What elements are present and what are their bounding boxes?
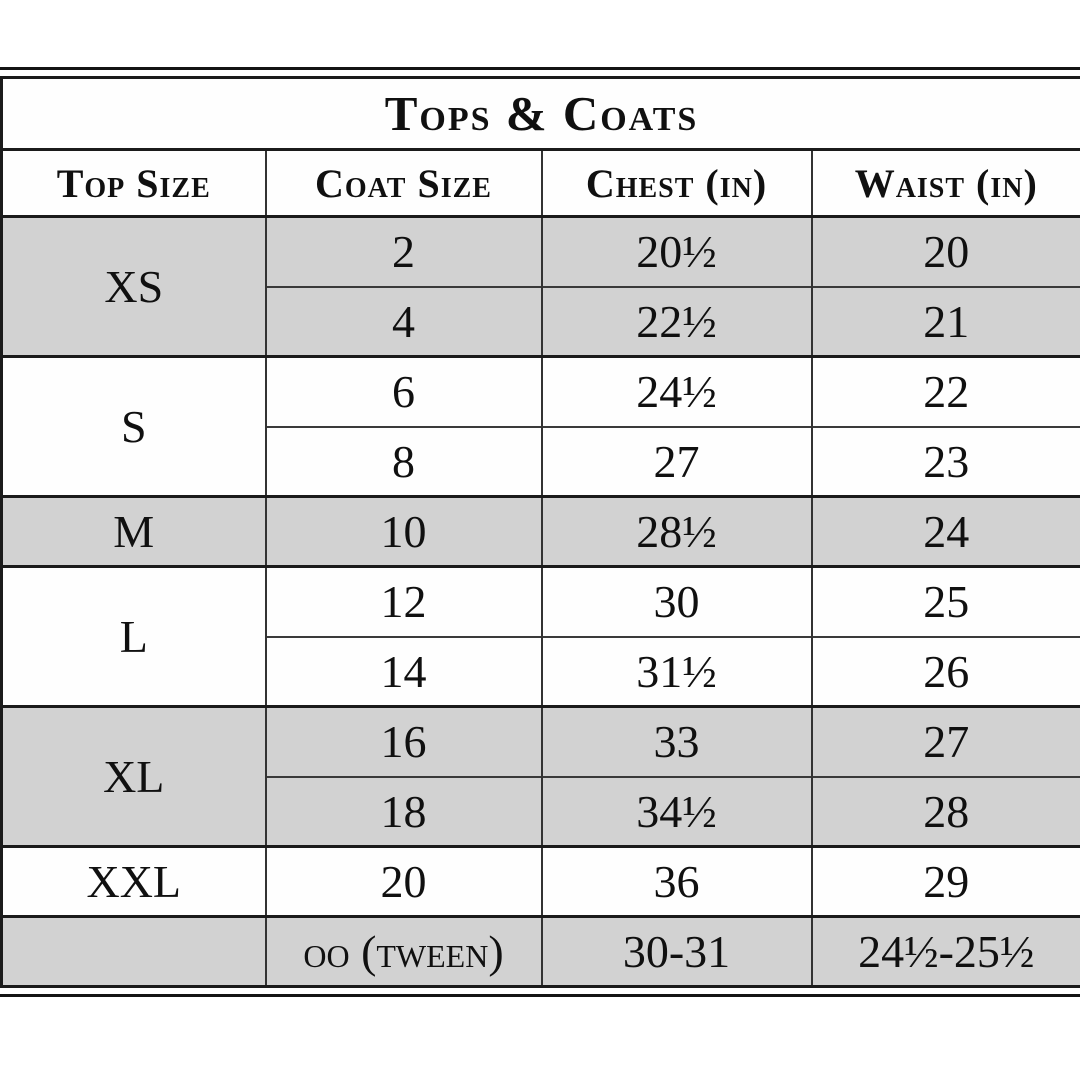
waist-cell: 29	[810, 845, 1080, 917]
title-row: Tops & Coats	[1, 77, 1080, 151]
top-size-cell: M	[0, 495, 267, 567]
top-double-rule	[0, 67, 1080, 70]
coat-size-cell: 4	[264, 285, 543, 357]
chest-cell: 27	[540, 425, 813, 497]
coat-size-cell: 20	[264, 845, 543, 917]
table-row: 8 27 23	[2, 425, 1080, 497]
chest-cell: 36	[540, 845, 813, 917]
coat-size-cell: 6	[264, 355, 543, 427]
table-row: XS 2 20½ 20	[0, 215, 1080, 357]
column-header-row: Top Size Coat Size Chest (in) Waist (in)	[0, 149, 1080, 217]
table-row: XXL 20 36 29	[0, 845, 1080, 917]
top-size-cell: XL	[0, 705, 267, 847]
table-row: oo (tween) 30-31 24½-25½	[0, 915, 1080, 987]
column-header-top-size: Top Size	[0, 149, 267, 217]
chest-cell: 33	[540, 705, 813, 777]
coat-size-cell: 8	[264, 425, 543, 497]
coat-size-cell: 14	[264, 635, 543, 707]
table-row: 18 34½ 28	[2, 775, 1080, 847]
size-chart-body: XS 2 20½ 20 4 22½ 21 S 6 24½ 22 8 27 23 M 10 28½ 24 L 12 30 2…	[0, 215, 1080, 987]
coat-size-cell: 18	[264, 775, 543, 847]
coat-size-cell: oo (tween)	[264, 915, 543, 987]
column-header-waist: Waist (in)	[810, 149, 1080, 217]
table-row: L 12 30 25	[0, 565, 1080, 707]
coat-size-cell: 2	[264, 215, 543, 287]
chest-cell: 20½	[540, 215, 813, 287]
table-row: XL 16 33 27	[0, 705, 1080, 847]
waist-cell: 24	[810, 495, 1080, 567]
table-row: 4 22½ 21	[2, 285, 1080, 357]
top-size-cell: XS	[0, 215, 267, 357]
top-size-cell: S	[0, 355, 267, 497]
top-size-cell: L	[0, 565, 267, 707]
coat-size-cell: 16	[264, 705, 543, 777]
table-title: Tops & Coats	[1, 77, 1080, 151]
waist-cell: 22	[810, 355, 1080, 427]
waist-cell: 23	[810, 425, 1080, 497]
bottom-double-rule	[0, 994, 1080, 997]
chest-cell: 28½	[540, 495, 813, 567]
table-row: M 10 28½ 24	[0, 495, 1080, 567]
column-header-coat-size: Coat Size	[264, 149, 543, 217]
waist-cell: 24½-25½	[810, 915, 1080, 987]
chest-cell: 30	[540, 565, 813, 637]
waist-cell: 21	[810, 285, 1080, 357]
waist-cell: 25	[810, 565, 1080, 637]
table-row: 14 31½ 26	[2, 635, 1080, 707]
chest-cell: 30-31	[540, 915, 813, 987]
coat-size-cell: 12	[264, 565, 543, 637]
chest-cell: 34½	[540, 775, 813, 847]
chest-cell: 22½	[540, 285, 813, 357]
top-size-cell: XXL	[0, 845, 267, 917]
coat-size-cell: 10	[264, 495, 543, 567]
chest-cell: 31½	[540, 635, 813, 707]
chest-cell: 24½	[540, 355, 813, 427]
waist-cell: 27	[810, 705, 1080, 777]
waist-cell: 28	[810, 775, 1080, 847]
column-header-chest: Chest (in)	[540, 149, 813, 217]
waist-cell: 20	[810, 215, 1080, 287]
size-chart-table: Tops & Coats Top Size Coat Size Chest (i…	[0, 76, 1080, 988]
waist-cell: 26	[810, 635, 1080, 707]
top-size-cell	[0, 915, 267, 987]
table-row: S 6 24½ 22	[0, 355, 1080, 497]
